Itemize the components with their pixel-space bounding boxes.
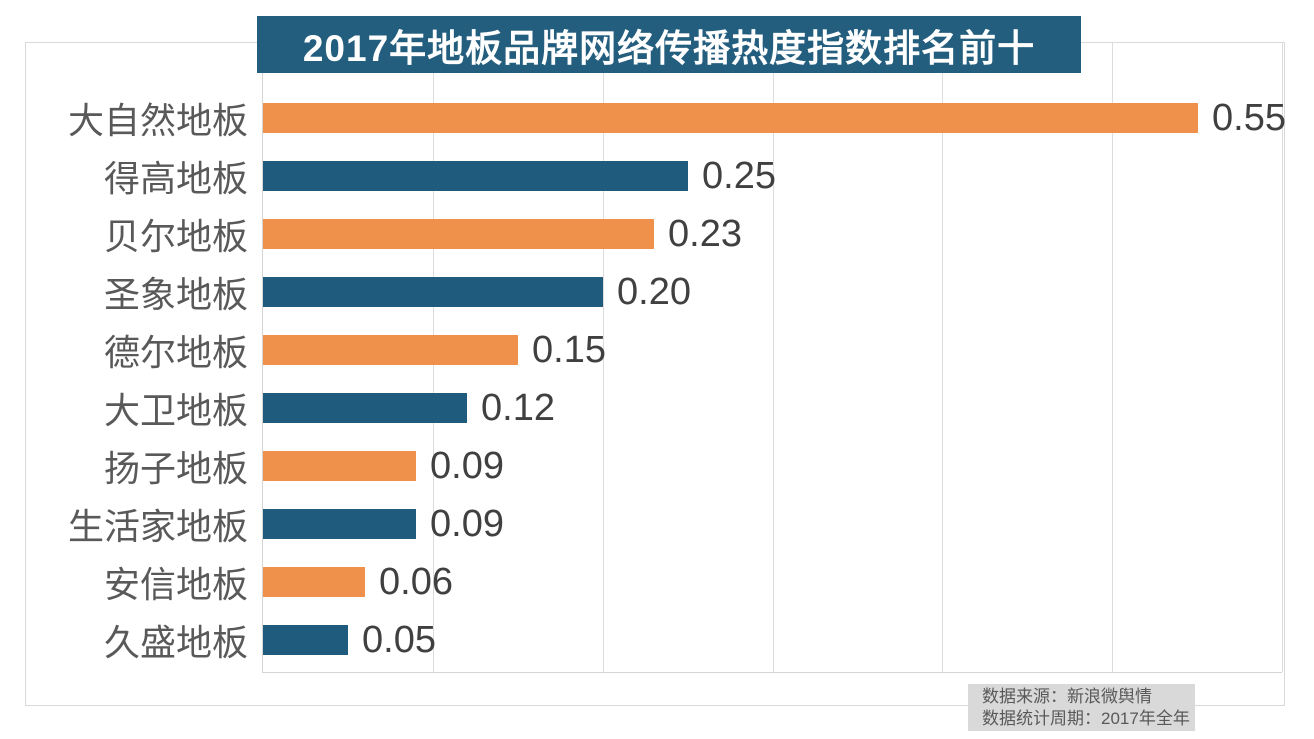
category-label: 久盛地板 bbox=[103, 622, 248, 663]
value-label: 0.25 bbox=[702, 154, 776, 197]
category-label: 圣象地板 bbox=[103, 274, 248, 315]
data-bar bbox=[263, 161, 688, 191]
vertical-gridline bbox=[942, 42, 944, 672]
data-bar bbox=[263, 277, 603, 307]
vertical-gridline bbox=[1282, 42, 1283, 672]
bar-row: 圣象地板 0.20 bbox=[25, 263, 1300, 321]
bar-row: 生活家地板 0.09 bbox=[25, 495, 1300, 553]
bar-area: 0.15 bbox=[255, 329, 1300, 372]
bar-row: 大自然地板 0.55 bbox=[25, 89, 1300, 147]
value-label: 0.23 bbox=[668, 212, 742, 255]
bar-row: 久盛地板 0.05 bbox=[25, 611, 1300, 669]
bar-area: 0.20 bbox=[255, 271, 1300, 314]
category-label: 贝尔地板 bbox=[103, 216, 248, 257]
bar-area: 0.09 bbox=[255, 503, 1300, 546]
chart-title-banner: 2017年地板品牌网络传播热度指数排名前十 bbox=[257, 16, 1081, 73]
category-label: 安信地板 bbox=[103, 564, 248, 605]
data-bar bbox=[263, 393, 467, 423]
bar-row: 德尔地板 0.15 bbox=[25, 321, 1300, 379]
bar-area: 0.25 bbox=[255, 155, 1300, 198]
data-bar bbox=[263, 567, 365, 597]
bar-row: 得高地板 0.25 bbox=[25, 147, 1300, 205]
vertical-gridline bbox=[602, 42, 604, 672]
data-bar bbox=[263, 451, 416, 481]
bar-row: 贝尔地板 0.23 bbox=[25, 205, 1300, 263]
data-bar bbox=[263, 103, 1198, 133]
bar-area: 0.06 bbox=[255, 561, 1300, 604]
data-source-line: 数据来源：新浪微舆情 bbox=[982, 687, 1152, 706]
category-label: 大自然地板 bbox=[67, 100, 248, 141]
bar-row: 安信地板 0.06 bbox=[25, 553, 1300, 611]
value-label: 0.09 bbox=[430, 444, 504, 487]
chart-title: 2017年地板品牌网络传播热度指数排名前十 bbox=[302, 27, 1036, 69]
bar-row: 扬子地板 0.09 bbox=[25, 437, 1300, 495]
category-label: 大卫地板 bbox=[103, 390, 248, 431]
bar-area: 0.12 bbox=[255, 387, 1300, 430]
bar-area: 0.05 bbox=[255, 619, 1300, 662]
vertical-gridline bbox=[1112, 42, 1114, 672]
data-bar bbox=[263, 625, 348, 655]
value-label: 0.09 bbox=[430, 502, 504, 545]
value-label: 0.06 bbox=[379, 560, 453, 603]
bar-area: 0.55 bbox=[255, 97, 1300, 140]
data-period-line: 数据统计周期：2017年全年 bbox=[982, 709, 1190, 728]
bar-row: 大卫地板 0.12 bbox=[25, 379, 1300, 437]
value-label: 0.05 bbox=[362, 618, 436, 661]
value-label: 0.15 bbox=[532, 328, 606, 371]
category-label: 德尔地板 bbox=[103, 332, 248, 373]
data-bar bbox=[263, 509, 416, 539]
bar-area: 0.23 bbox=[255, 213, 1300, 256]
data-bar bbox=[263, 335, 518, 365]
value-label: 0.55 bbox=[1212, 96, 1286, 139]
value-label: 0.20 bbox=[617, 270, 691, 313]
category-label: 得高地板 bbox=[103, 158, 248, 199]
bar-area: 0.09 bbox=[255, 445, 1300, 488]
data-source-box: 数据来源：新浪微舆情 数据统计周期：2017年全年 bbox=[968, 684, 1195, 731]
category-label: 扬子地板 bbox=[103, 448, 248, 489]
vertical-gridline bbox=[772, 42, 774, 672]
category-label: 生活家地板 bbox=[67, 506, 248, 547]
data-bar bbox=[263, 219, 654, 249]
value-label: 0.12 bbox=[481, 386, 555, 429]
bar-rows-container: 大自然地板 0.55 得高地板 0.25 贝尔地板 0.23 圣象地板 0.20 德尔地板 0.1… bbox=[25, 89, 1300, 669]
